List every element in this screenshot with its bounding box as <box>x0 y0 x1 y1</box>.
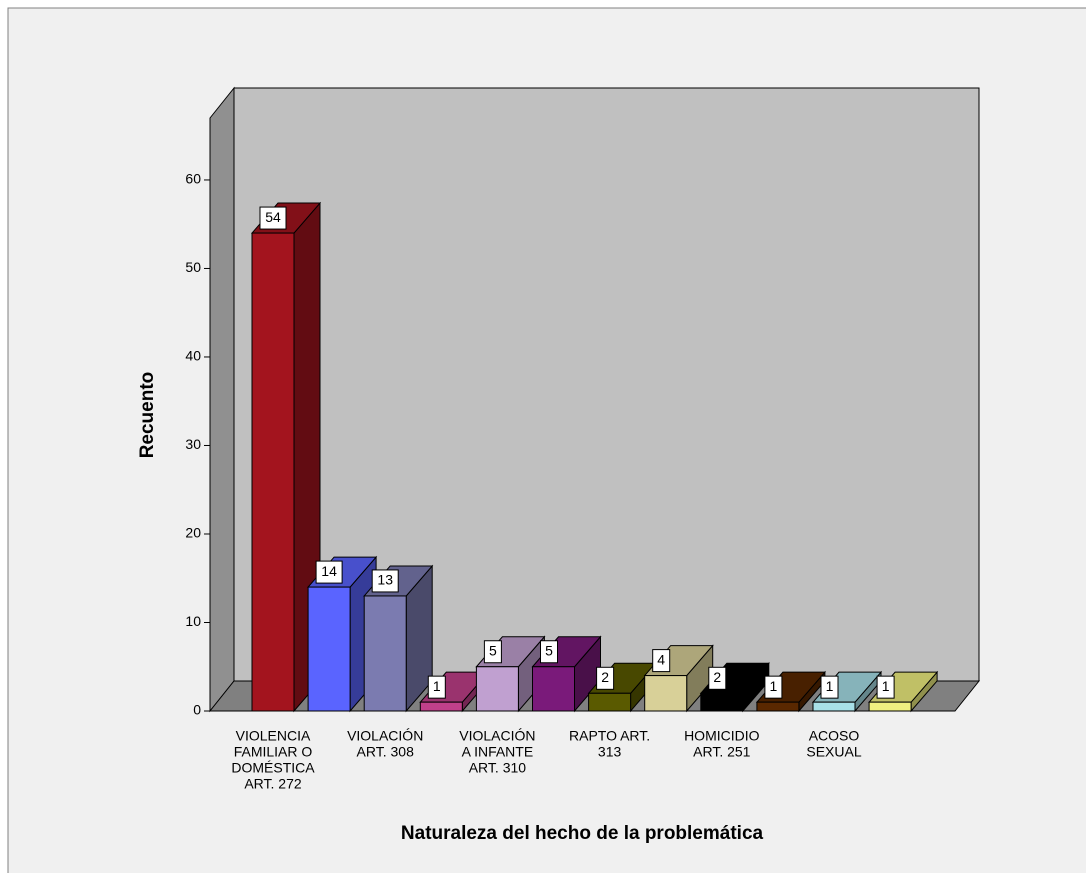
value-label: 54 <box>265 209 281 225</box>
value-label: 1 <box>770 678 778 694</box>
x-tick-label: ACOSO <box>809 728 860 744</box>
value-label: 14 <box>321 563 337 579</box>
y-tick-label: 50 <box>185 259 201 275</box>
value-label: 5 <box>545 642 553 658</box>
side-wall <box>209 86 235 713</box>
bar-front <box>532 666 575 712</box>
bar <box>363 564 434 713</box>
bar-front <box>251 232 295 712</box>
bar-front <box>588 692 632 712</box>
x-tick-label: A INFANTE <box>462 744 534 760</box>
value-label-box <box>483 640 502 664</box>
x-tick-label: RAPTO ART. <box>569 728 650 744</box>
x-tick-label: ART. 308 <box>357 744 415 760</box>
y-tick-label: 40 <box>185 348 201 364</box>
bar-front <box>307 586 351 712</box>
y-tick-label: 30 <box>185 436 201 452</box>
value-label: 2 <box>713 669 721 685</box>
x-tick-label: 313 <box>598 744 622 760</box>
bar-front <box>756 701 800 712</box>
x-tick-label: VIOLACIÓN <box>459 728 535 744</box>
x-tick-label: FAMILIAR O <box>234 744 313 760</box>
x-tick-label: SEXUAL <box>806 744 861 760</box>
bar-front <box>644 675 688 712</box>
value-label: 2 <box>601 669 609 685</box>
value-label-box <box>708 666 727 690</box>
y-tick-label: 0 <box>193 702 201 718</box>
y-tick-label: 10 <box>185 613 201 629</box>
value-label: 1 <box>826 678 834 694</box>
value-label-box <box>876 675 895 699</box>
x-tick-label: VIOLACIÓN <box>347 728 423 744</box>
x-tick-label: VIOLENCIA <box>236 728 311 744</box>
value-label-box <box>259 206 287 230</box>
bar-front <box>700 692 744 712</box>
y-tick-label: 60 <box>185 171 201 187</box>
value-label: 4 <box>657 651 665 667</box>
value-label-box <box>596 666 615 690</box>
value-label: 1 <box>882 678 890 694</box>
value-label-box <box>652 649 671 673</box>
y-tick-label: 20 <box>185 525 201 541</box>
value-label: 5 <box>489 642 497 658</box>
bar-front <box>419 701 463 712</box>
value-label: 13 <box>377 572 393 588</box>
value-label-box <box>820 675 839 699</box>
value-label: 1 <box>433 678 441 694</box>
x-tick-label: DOMÉSTICA <box>231 760 315 776</box>
value-label-box <box>427 675 446 699</box>
value-label-box <box>371 569 399 593</box>
x-tick-label: ART. 272 <box>244 776 302 792</box>
x-tick-label: ART. 251 <box>693 744 751 760</box>
bar-front <box>812 701 856 712</box>
value-label-box <box>315 560 343 584</box>
x-tick-label: HOMICIDIO <box>684 728 760 744</box>
value-label-box <box>764 675 783 699</box>
bar-front <box>868 701 912 712</box>
x-axis-label: Naturaleza del hecho de la problemática <box>401 823 764 844</box>
bar-front <box>475 666 519 712</box>
bar-front <box>363 595 407 712</box>
value-label-box <box>540 640 558 664</box>
y-axis-label: Recuento <box>137 372 158 459</box>
x-tick-label: ART. 310 <box>469 760 527 776</box>
